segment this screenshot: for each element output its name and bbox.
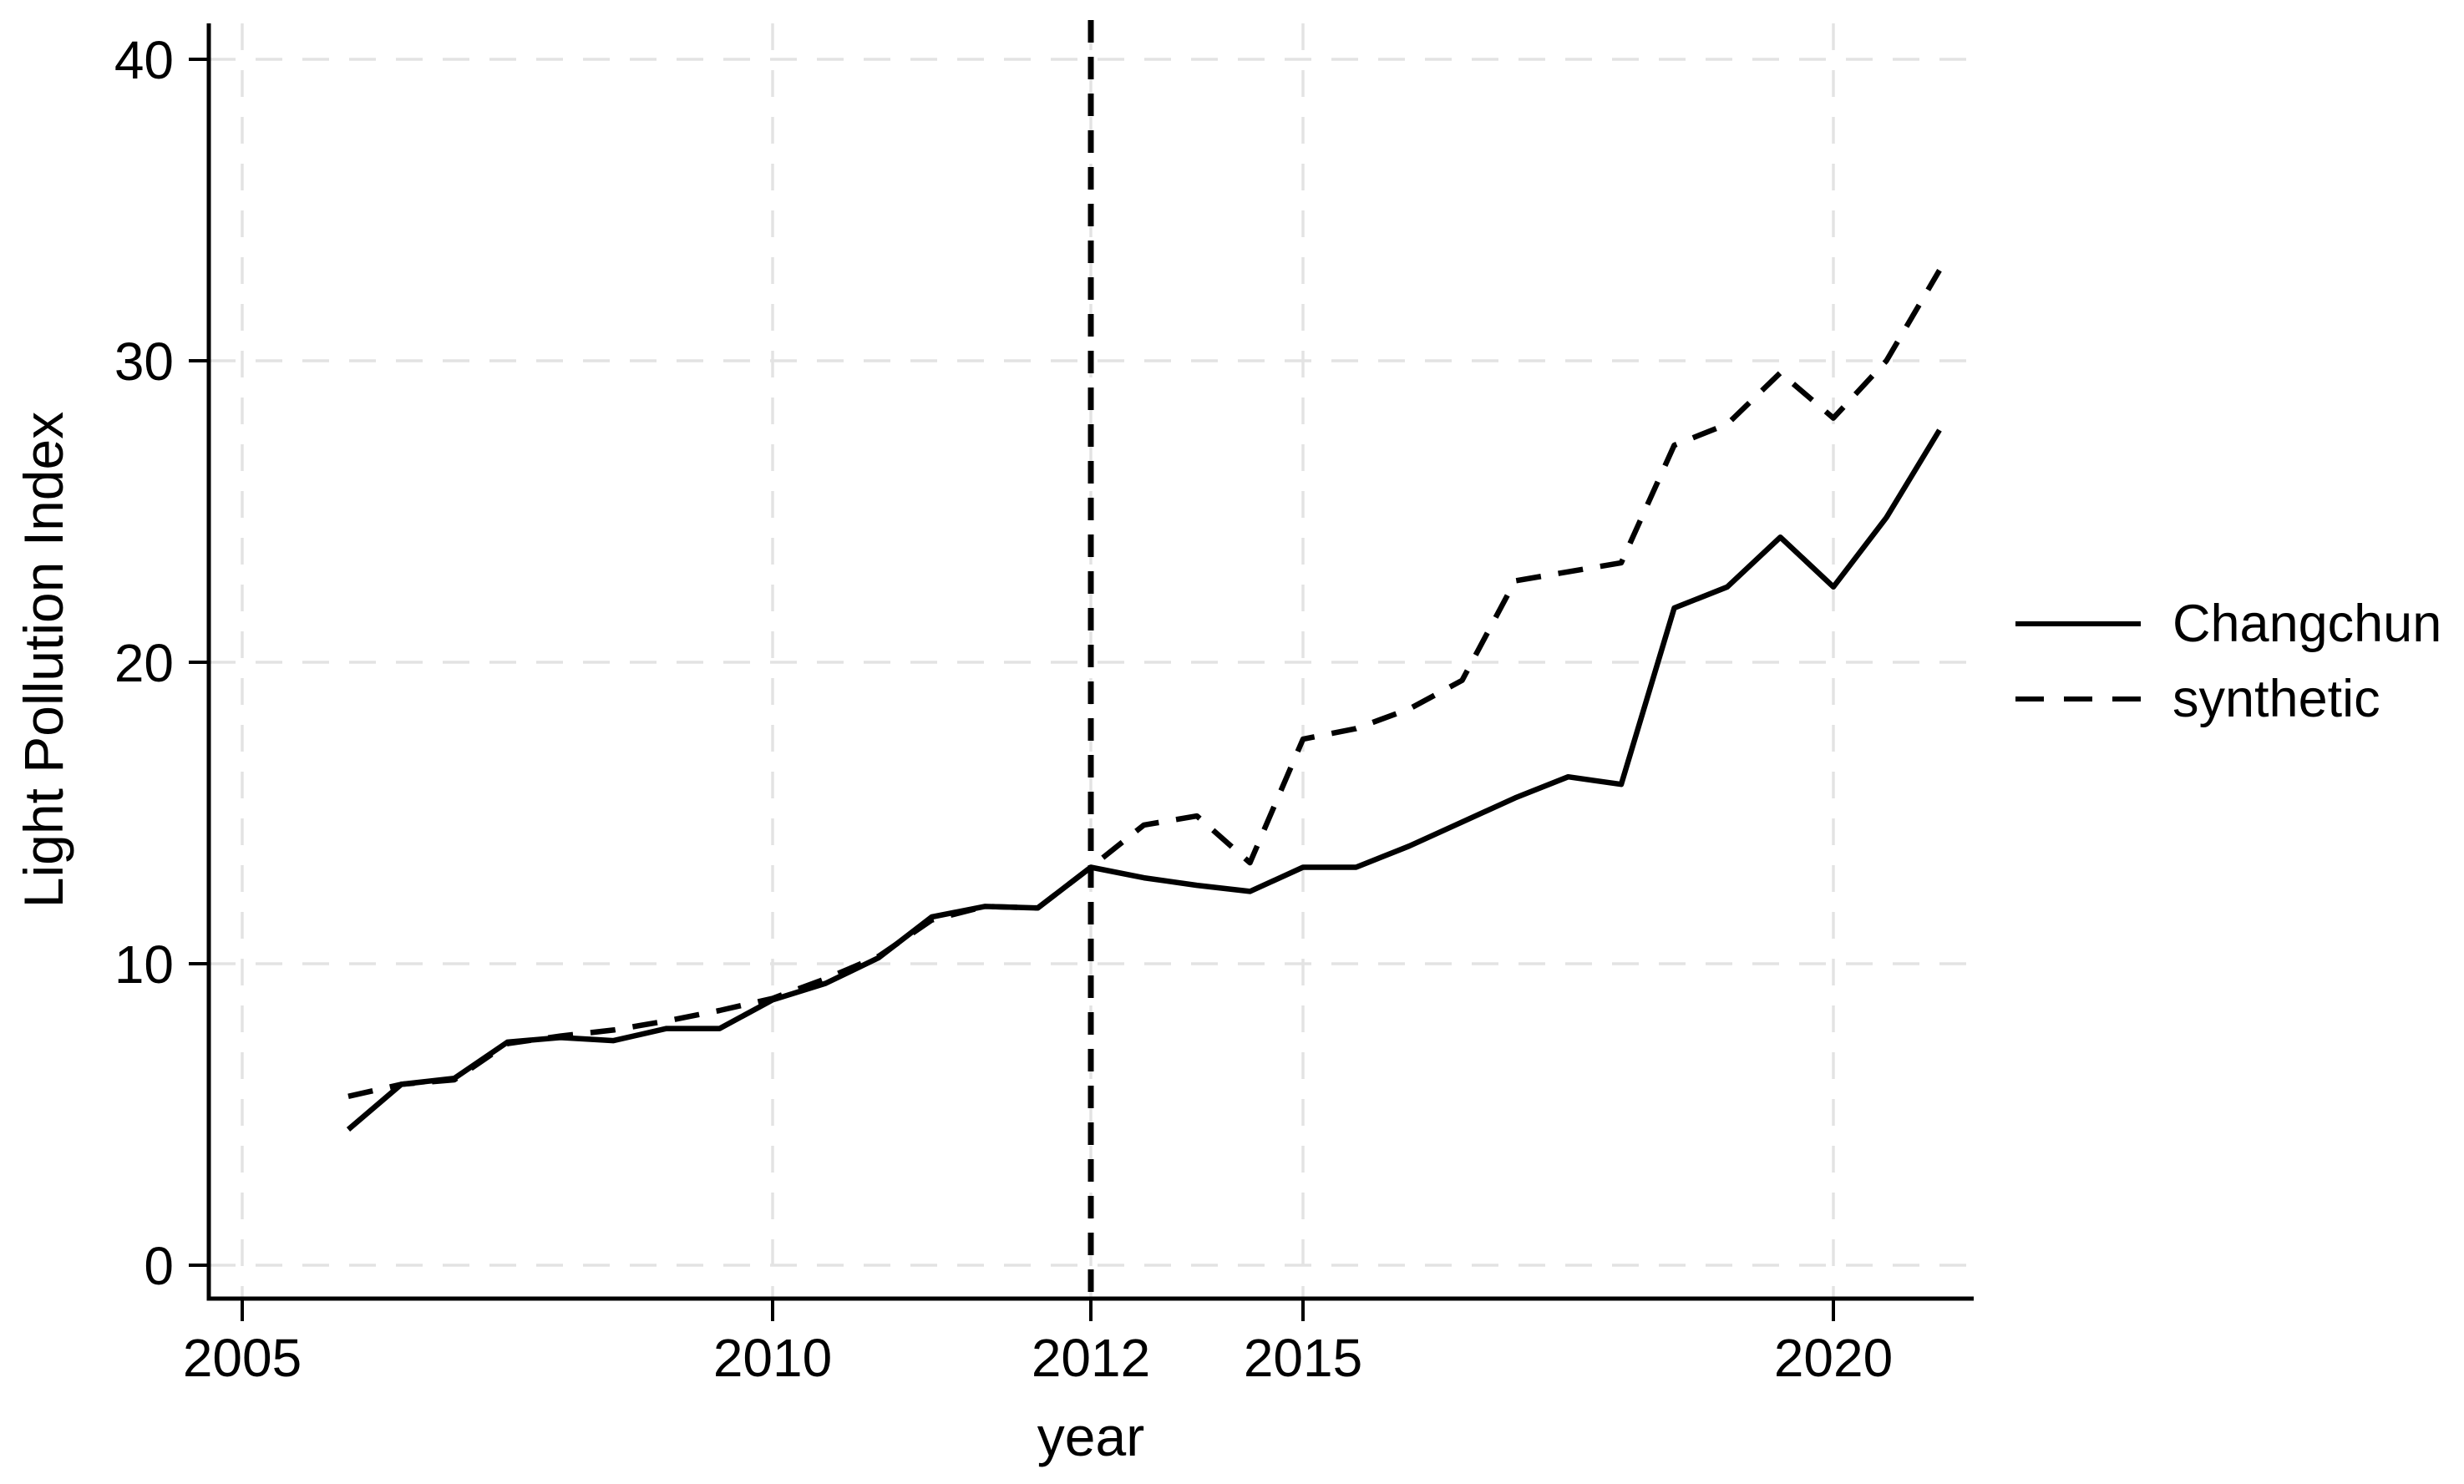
y-tick-label-40: 40 xyxy=(114,30,174,90)
y-tick-label-30: 30 xyxy=(114,332,174,392)
series-lines xyxy=(346,269,1942,1132)
x-tick-label-2020: 2020 xyxy=(1774,1328,1893,1388)
y-tick-label-0: 0 xyxy=(144,1236,174,1296)
tick-marks xyxy=(189,58,1835,1321)
legend-label-changchun: Changchun xyxy=(2172,594,2442,653)
x-tick-label-2005: 2005 xyxy=(183,1328,302,1388)
gridlines xyxy=(209,23,1974,1299)
x-axis-title: year xyxy=(1037,1405,1145,1467)
x-tick-label-2015: 2015 xyxy=(1244,1328,1362,1388)
series-line-changchun xyxy=(346,428,1942,1132)
legend-solid-line-sample xyxy=(2015,619,2141,629)
legend-label-synthetic: synthetic xyxy=(2172,669,2380,728)
series-line-synthetic xyxy=(347,269,1942,1099)
x-tick-label-2010: 2010 xyxy=(713,1328,832,1388)
legend: Changchun synthetic xyxy=(2015,586,2441,737)
tick-labels: 0 10 20 30 40 2005 2010 2012 2015 2020 xyxy=(114,30,1893,1388)
y-axis-title: Light Pollution Index xyxy=(13,411,74,909)
legend-dashed-line-sample xyxy=(2015,694,2141,704)
x-tick-label-2012: 2012 xyxy=(1032,1328,1150,1388)
y-tick-label-10: 10 xyxy=(114,934,174,995)
y-tick-label-20: 20 xyxy=(114,633,174,693)
legend-item-synthetic: synthetic xyxy=(2015,661,2441,737)
legend-item-changchun: Changchun xyxy=(2015,586,2441,661)
